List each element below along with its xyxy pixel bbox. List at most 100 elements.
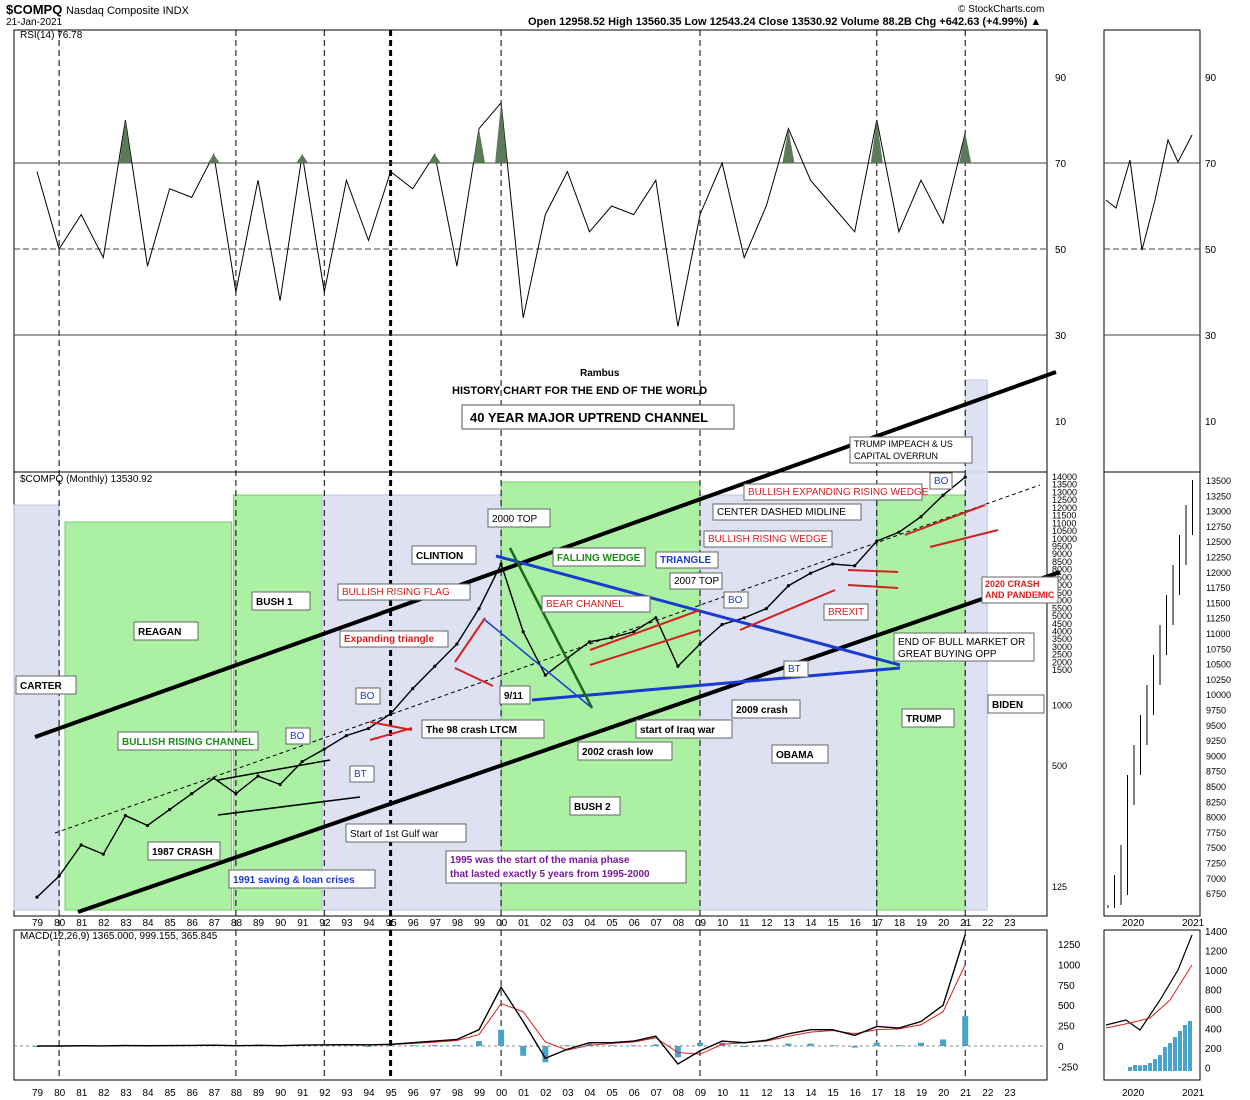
price-x-tick: 04 <box>585 918 597 929</box>
price-x-tick: 07 <box>651 918 663 929</box>
price-point <box>831 562 835 566</box>
price-x-tick: 06 <box>629 918 641 929</box>
price-tick-label: 8000 <box>1052 565 1072 575</box>
crash-2020-line1: 2020 CRASH <box>985 579 1040 589</box>
price-x-tick: 91 <box>297 918 309 929</box>
macd-x-tick: 98 <box>452 1088 464 1099</box>
triangle-note-box <box>655 551 719 569</box>
price-point <box>786 584 791 588</box>
side-price-tick: 11500 <box>1206 598 1230 608</box>
rsi-tick-label: 30 <box>1055 331 1067 342</box>
macd-x-tick: 94 <box>364 1088 376 1099</box>
price-point <box>941 493 945 497</box>
price-x-tick: 08 <box>673 918 685 929</box>
macd-x-tick: 21 <box>960 1088 972 1099</box>
side-macd-panel <box>1103 929 1201 1081</box>
expanding-triangle-note: Expanding triangle <box>344 634 434 645</box>
president-bush2: BUSH 2 <box>574 802 611 813</box>
rsi-overbought-fill <box>428 154 441 163</box>
price-x-tick: 03 <box>562 918 574 929</box>
price-x-tick: 10 <box>717 918 729 929</box>
side-price-tick: 10750 <box>1206 644 1231 654</box>
president-clinton: CLINTION <box>416 551 463 562</box>
side-macd-tick: 1200 <box>1205 947 1228 958</box>
price-tick-label: 6500 <box>1052 588 1072 598</box>
mania-frame-box <box>445 850 687 884</box>
price-x-tick: 81 <box>76 918 88 929</box>
macd-panel <box>13 929 1048 1081</box>
side-x-label: 2020 <box>1122 1088 1145 1099</box>
era-band <box>13 504 60 911</box>
side-macd-tick: 400 <box>1205 1025 1222 1036</box>
price-tick-label: 5000 <box>1052 611 1072 621</box>
side-price-tick: 12250 <box>1206 553 1231 563</box>
side-macd-bar <box>1173 1037 1177 1071</box>
price-tick-label: 7000 <box>1052 580 1072 590</box>
price-x-tick: 96 <box>408 918 420 929</box>
pattern-trendline <box>739 589 836 631</box>
quote-line: Open 12958.52 High 13560.35 Low 12543.24… <box>528 16 1042 28</box>
rsi-overbought-fill <box>473 128 485 163</box>
price-x-tick: 87 <box>209 918 221 929</box>
price-tick-label: 6000 <box>1052 596 1072 606</box>
president-reagan: REAGAN <box>138 627 181 638</box>
end-bull-line2: GREAT BUYING OPP <box>898 649 997 660</box>
side-price-tick: 8000 <box>1206 813 1226 823</box>
side-macd-bar <box>1133 1065 1137 1071</box>
bo-2010: BO <box>728 595 743 606</box>
price-point <box>477 607 481 611</box>
center-midline <box>54 484 1041 834</box>
side-price-tick: 8500 <box>1206 782 1226 792</box>
macd-x-tick: 09 <box>695 1088 707 1099</box>
side-macd-bar <box>1163 1047 1167 1071</box>
triangle-bottom-line <box>531 666 901 702</box>
price-x-tick: 05 <box>607 918 619 929</box>
bullish-rising-channel-note: BULLISH RISING CHANNEL <box>122 737 254 748</box>
side-rsi-tick: 70 <box>1205 159 1217 170</box>
pattern-trendline <box>369 727 413 741</box>
side-price-tick: 9500 <box>1206 721 1226 731</box>
gulf-war-note-box <box>345 823 467 843</box>
rsi-overbought-fill <box>207 154 220 163</box>
president-biden-box <box>987 694 1045 714</box>
era-band <box>876 494 966 911</box>
price-point <box>853 564 857 568</box>
price-point <box>499 562 503 566</box>
index-name: Nasdaq Composite INDX <box>65 5 189 17</box>
macd-tick-label: 250 <box>1058 1022 1075 1033</box>
side-price-tick: 9250 <box>1206 736 1226 746</box>
price-x-tick: 14 <box>806 918 818 929</box>
rsi-overbought-fill <box>782 128 795 163</box>
price-point <box>587 640 592 644</box>
pattern-trendline <box>369 721 413 731</box>
price-tick-label: 7500 <box>1052 572 1072 582</box>
macd-x-tick: 92 <box>319 1088 331 1099</box>
macd-tick-label: 500 <box>1058 1001 1075 1012</box>
side-rsi-tick: 90 <box>1205 73 1217 84</box>
side-macd-bar <box>1148 1063 1152 1071</box>
price-x-tick: 02 <box>540 918 552 929</box>
side-macd-tick: 200 <box>1205 1044 1222 1055</box>
macd-x-tick: 14 <box>806 1088 818 1099</box>
macd-x-tick: 83 <box>120 1088 132 1099</box>
crash-2002-note-box <box>577 741 673 761</box>
bear-channel-note-box <box>541 595 651 613</box>
side-price-tick: 9000 <box>1206 751 1226 761</box>
macd-histogram-bar <box>542 1046 549 1063</box>
macd-x-tick: 03 <box>562 1088 574 1099</box>
pattern-trendline <box>589 609 701 651</box>
side-price-tick: 7750 <box>1206 828 1226 838</box>
pattern-trendline <box>847 569 899 573</box>
price-point <box>168 807 172 812</box>
macd-x-tick: 12 <box>761 1088 773 1099</box>
rsi-tick-label: 70 <box>1055 159 1067 170</box>
center-midline-note: CENTER DASHED MIDLINE <box>717 507 846 518</box>
side-price-tick: 6750 <box>1206 889 1226 899</box>
side-macd-bar <box>1153 1059 1157 1071</box>
side-price-tick: 10000 <box>1206 690 1231 700</box>
side-price-tick: 9750 <box>1206 706 1226 716</box>
iraq-war-note: start of Iraq war <box>640 725 715 736</box>
side-price-tick: 13000 <box>1206 507 1231 517</box>
price-x-tick: 00 <box>496 918 508 929</box>
